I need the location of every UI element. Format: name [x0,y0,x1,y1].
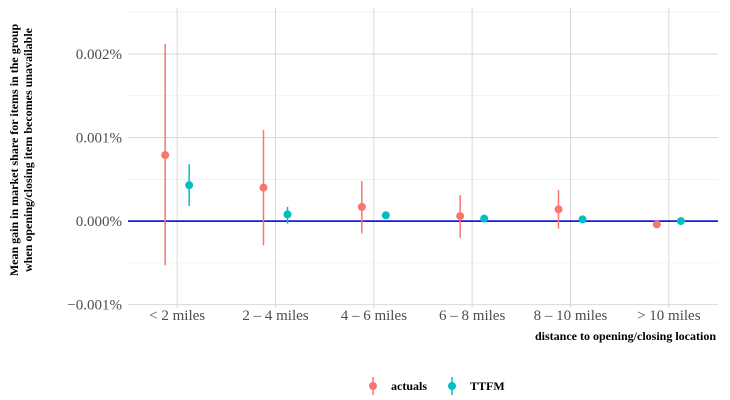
point-ttfm [578,215,587,224]
x-tick-label: < 2 miles [149,308,205,324]
x-tick-label: 4 – 6 miles [341,308,407,324]
point-actuals [456,212,465,221]
legend-label: TTFM [470,379,505,393]
y-axis-title-line-1: Mean gain in market share for items in t… [7,24,21,277]
y-tick-label: 0.001% [76,131,122,147]
point-actuals [554,205,563,214]
y-axis-ticks: −0.001% 0.000% 0.001% 0.002% [67,47,122,314]
grid [128,8,718,308]
y-tick-label: 0.000% [76,214,122,230]
legend-item-ttfm: TTFM [448,377,505,395]
legend-key-point [448,382,456,390]
point-ttfm [480,214,489,223]
legend-label: actuals [391,379,427,393]
x-axis-ticks: < 2 miles 2 – 4 miles 4 – 6 miles 6 – 8 mil… [149,308,701,324]
y-axis-title: Mean gain in market share for items in t… [7,24,35,277]
y-tick-label: −0.001% [67,298,122,314]
series-actuals [161,43,661,266]
y-tick-label: 0.002% [76,47,122,63]
point-ttfm [381,211,390,220]
legend-item-actuals: actuals [369,377,427,395]
x-tick-label: 6 – 8 miles [439,308,505,324]
x-tick-label: 2 – 4 miles [242,308,308,324]
point-actuals [357,202,366,211]
point-actuals [161,151,170,160]
legend-key-point [369,382,377,390]
data-marks [161,43,685,266]
point-actuals [259,183,268,192]
series-ttfm [185,164,685,226]
point-ttfm [185,181,194,190]
x-axis-title: distance to opening/closing location [535,329,716,343]
point-actuals [652,220,661,229]
y-axis-title-line-2: when opening/closing item becomes unavai… [21,27,35,272]
x-tick-label: > 10 miles [637,308,701,324]
point-ttfm [283,210,292,219]
point-ttfm [676,217,685,226]
x-tick-label: 8 – 10 miles [534,308,608,324]
legend: actuals TTFM [369,377,505,395]
